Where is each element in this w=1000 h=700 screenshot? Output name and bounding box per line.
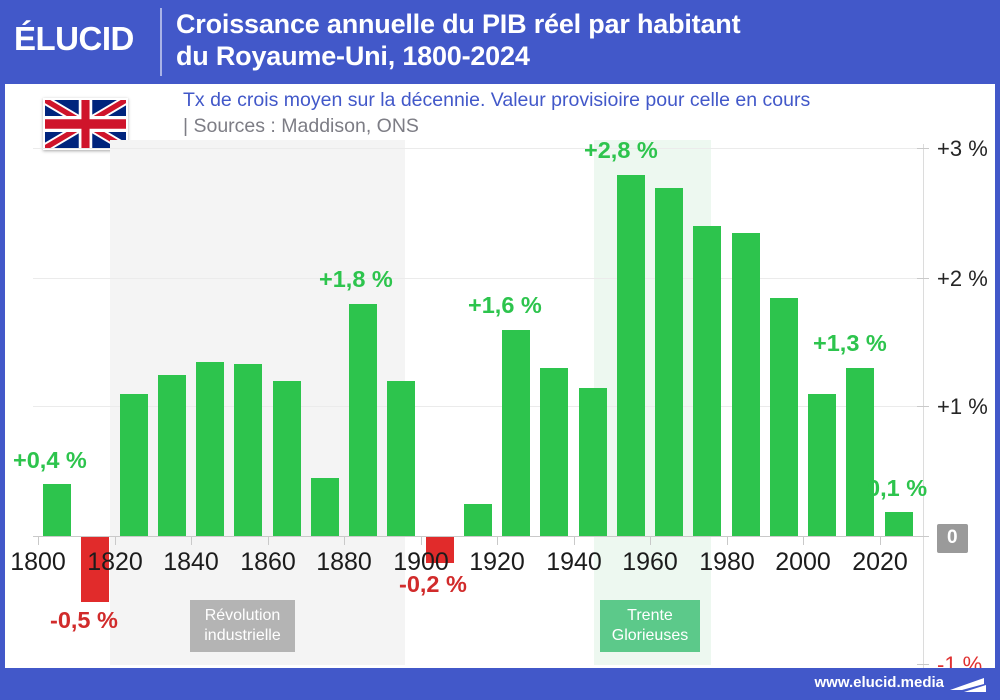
chart-card: Tx de crois moyen sur la décennie. Valeu… bbox=[5, 84, 995, 668]
bar-1860[interactable] bbox=[273, 381, 301, 536]
bar-1910[interactable] bbox=[464, 504, 492, 536]
annotation-trente-line2: Glorieuses bbox=[611, 627, 689, 644]
value-label-1920: +1,6 % bbox=[468, 292, 542, 318]
gridline-3 bbox=[33, 148, 923, 149]
x-axis-label-1940: 1940 bbox=[546, 548, 602, 576]
elucid-arrow-icon bbox=[950, 678, 986, 692]
page-title-line2: du Royaume-Uni, 1800-2024 bbox=[176, 41, 530, 71]
gridline-2 bbox=[33, 278, 923, 279]
y-axis-label-neg1: -1 % bbox=[937, 652, 983, 668]
x-axis-label-1860: 1860 bbox=[240, 548, 296, 576]
value-label-1880: +1,8 % bbox=[319, 266, 393, 292]
x-tick-1860 bbox=[268, 536, 269, 545]
x-tick-1840 bbox=[191, 536, 192, 545]
y-tick-0 bbox=[917, 536, 929, 537]
y-tick-1 bbox=[917, 406, 929, 407]
bar-1800[interactable] bbox=[43, 484, 71, 536]
value-label-1900: -0,2 % bbox=[399, 571, 467, 597]
bar-1830[interactable] bbox=[158, 375, 186, 536]
x-axis-label-1880: 1880 bbox=[316, 548, 372, 576]
x-tick-2020 bbox=[880, 536, 881, 545]
header-divider bbox=[160, 8, 162, 76]
bar-1950[interactable] bbox=[617, 175, 645, 536]
bar-2020[interactable] bbox=[885, 512, 913, 536]
page-title: Croissance annuelle du PIB réel par habi… bbox=[176, 8, 986, 72]
bar-1840[interactable] bbox=[196, 362, 224, 536]
y-tick-2 bbox=[917, 278, 929, 279]
x-axis-label-1920: 1920 bbox=[469, 548, 525, 576]
zero-badge: 0 bbox=[937, 524, 968, 553]
y-tick-3 bbox=[917, 148, 929, 149]
bar-1930[interactable] bbox=[540, 368, 568, 536]
footer-bar: www.elucid.media bbox=[0, 668, 1000, 700]
x-axis-label-2020: 2020 bbox=[852, 548, 908, 576]
x-tick-1900 bbox=[421, 536, 422, 545]
bar-1870[interactable] bbox=[311, 478, 339, 536]
shaded-region-trente-glorieuses bbox=[594, 140, 711, 665]
elucid-logo: ÉLUCID bbox=[14, 20, 134, 57]
value-label-2010: +1,3 % bbox=[813, 330, 887, 356]
bar-1960[interactable] bbox=[655, 188, 683, 536]
bar-1880[interactable] bbox=[349, 304, 377, 536]
bar-1980[interactable] bbox=[732, 233, 760, 536]
annotation-revolution-line1: Révolution bbox=[204, 607, 281, 624]
y-axis-label-3: +3 % bbox=[937, 136, 988, 161]
x-axis-label-1840: 1840 bbox=[163, 548, 219, 576]
x-tick-1920 bbox=[497, 536, 498, 545]
x-tick-1940 bbox=[574, 536, 575, 545]
x-axis-label-1800: 1800 bbox=[10, 548, 66, 576]
bar-1850[interactable] bbox=[234, 364, 262, 536]
header-bar: ÉLUCID Croissance annuelle du PIB réel p… bbox=[0, 0, 1000, 84]
bar-1900[interactable] bbox=[426, 537, 454, 563]
x-tick-1960 bbox=[650, 536, 651, 545]
x-axis-label-1980: 1980 bbox=[699, 548, 755, 576]
x-tick-1800 bbox=[38, 536, 39, 545]
bar-1920[interactable] bbox=[502, 330, 530, 536]
bar-1990[interactable] bbox=[770, 298, 798, 536]
plot-area: +3 % +2 % +1 % -1 % 0 bbox=[5, 84, 995, 668]
bar-1820[interactable] bbox=[120, 394, 148, 536]
bar-2000[interactable] bbox=[808, 394, 836, 536]
y-axis-label-2: +2 % bbox=[937, 266, 988, 291]
chart-subtitle: Tx de crois moyen sur la décennie. Valeu… bbox=[183, 89, 811, 111]
annotation-trente-glorieuses: Trente Glorieuses bbox=[600, 600, 700, 652]
bar-2010[interactable] bbox=[846, 368, 874, 536]
x-tick-1820 bbox=[115, 536, 116, 545]
zero-baseline bbox=[33, 536, 923, 537]
x-axis-label-1820: 1820 bbox=[87, 548, 143, 576]
value-label-1800: +0,4 % bbox=[13, 447, 87, 473]
x-tick-2000 bbox=[803, 536, 804, 545]
x-tick-1980 bbox=[727, 536, 728, 545]
annotation-revolution-line2: industrielle bbox=[204, 627, 281, 644]
footer-url[interactable]: www.elucid.media bbox=[814, 674, 944, 691]
bar-1970[interactable] bbox=[693, 226, 721, 536]
chart-sources: | Sources : Maddison, ONS bbox=[183, 115, 419, 137]
annotation-trente-line1: Trente bbox=[627, 607, 673, 624]
x-tick-1880 bbox=[344, 536, 345, 545]
x-axis-label-2000: 2000 bbox=[775, 548, 831, 576]
value-label-1810: -0,5 % bbox=[50, 607, 118, 633]
gridline-1 bbox=[33, 406, 923, 407]
value-label-1950: +2,8 % bbox=[584, 137, 658, 163]
bar-1810[interactable] bbox=[81, 537, 109, 602]
value-label-2020: 0,1 % bbox=[867, 475, 928, 501]
page-title-line1: Croissance annuelle du PIB réel par habi… bbox=[176, 9, 741, 39]
x-axis-label-1960: 1960 bbox=[622, 548, 678, 576]
x-axis-label-1900: 1900 bbox=[393, 548, 449, 576]
bar-1940[interactable] bbox=[579, 388, 607, 536]
bar-1890[interactable] bbox=[387, 381, 415, 536]
y-tick-neg1 bbox=[917, 664, 929, 665]
annotation-revolution-industrielle: Révolution industrielle bbox=[190, 600, 295, 652]
y-axis-label-1: +1 % bbox=[937, 394, 988, 419]
